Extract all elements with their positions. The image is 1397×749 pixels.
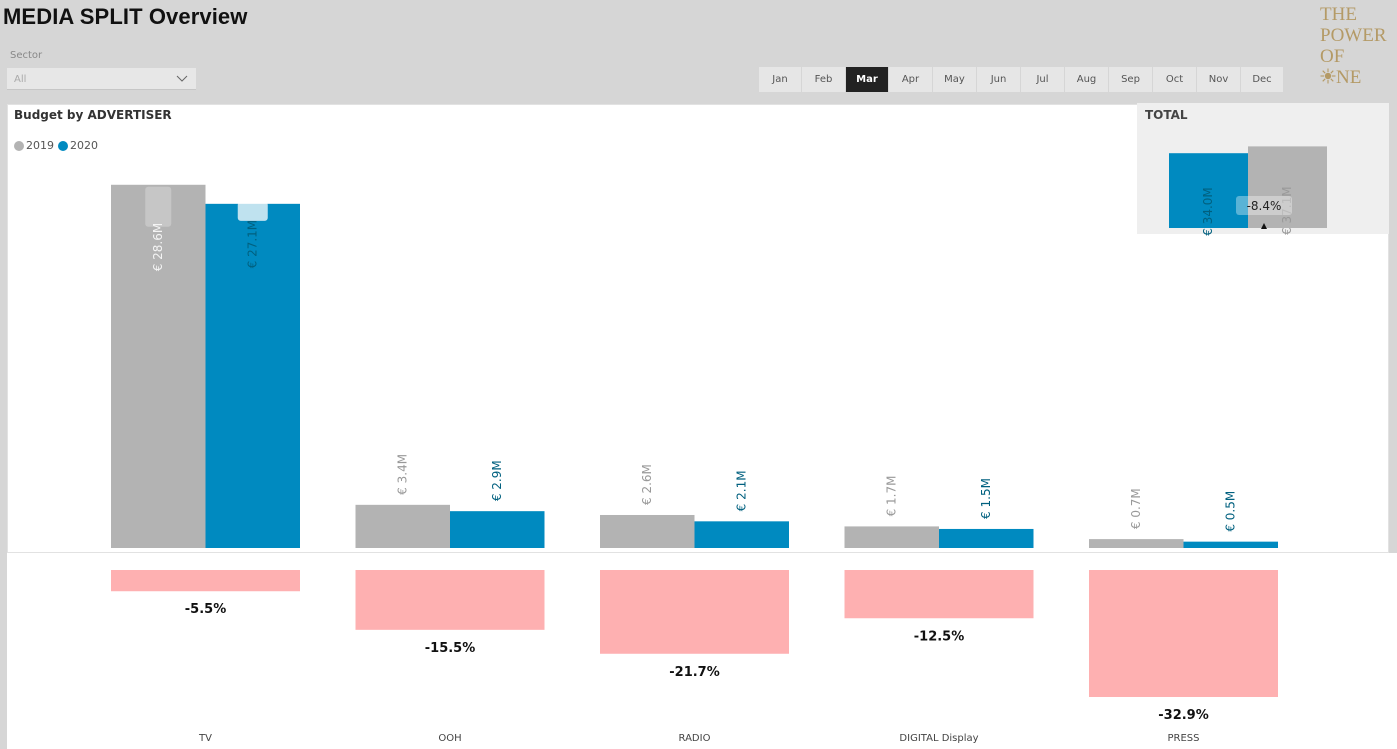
bar-2019-digital-display xyxy=(844,526,939,548)
total-label-2020: € 34.0M xyxy=(1201,187,1215,236)
data-label-2020-press: € 0.5M xyxy=(1223,491,1237,532)
legend-dot-2019 xyxy=(14,140,24,151)
data-label-2019-press: € 0.7M xyxy=(1129,488,1143,529)
month-button-may[interactable]: May xyxy=(933,67,976,92)
bar-2020-tv xyxy=(205,203,300,548)
data-label-2020-radio: € 2.1M xyxy=(734,470,748,511)
change-label-press: -32.9% xyxy=(1158,708,1209,723)
bar-2020-radio xyxy=(694,521,789,548)
arrow-up-icon xyxy=(1261,223,1267,229)
chart-legend: 2019 2020 xyxy=(14,139,102,152)
category-label-press: PRESS xyxy=(1168,733,1200,744)
change-bar-digital-display xyxy=(844,570,1034,619)
month-button-oct[interactable]: Oct xyxy=(1153,67,1196,92)
data-label-2019-radio: € 2.6M xyxy=(640,464,654,505)
legend-item-2020: 2020 xyxy=(58,139,98,152)
category-label-ooh: OOH xyxy=(438,733,461,744)
chart-title: Budget by ADVERTISER xyxy=(14,108,172,122)
bar-2020-press xyxy=(1183,541,1278,548)
data-label-2019-digital-display: € 1.7M xyxy=(884,476,898,517)
sector-dropdown[interactable]: All xyxy=(7,68,196,90)
total-label-2019: € 37.1M xyxy=(1280,186,1294,235)
total-bar-2020 xyxy=(1169,153,1248,228)
label-bg-2019-tv xyxy=(145,186,172,227)
data-label-2019-tv: € 28.6M xyxy=(151,223,165,272)
data-label-2020-ooh: € 2.9M xyxy=(490,460,504,501)
month-button-feb[interactable]: Feb xyxy=(802,67,845,92)
month-button-sep[interactable]: Sep xyxy=(1109,67,1152,92)
legend-item-2019: 2019 xyxy=(14,139,54,152)
total-title: TOTAL xyxy=(1145,108,1188,122)
total-change-label: -8.4% xyxy=(1247,199,1282,213)
change-label-tv: -5.5% xyxy=(185,602,226,617)
month-button-dec[interactable]: Dec xyxy=(1241,67,1283,92)
change-label-radio: -21.7% xyxy=(669,665,720,680)
month-button-mar[interactable]: Mar xyxy=(846,67,888,92)
total-bar-2019 xyxy=(1248,146,1327,228)
data-label-2020-tv: € 27.1M xyxy=(245,220,259,269)
bar-2019-tv xyxy=(111,184,206,548)
bar-2020-digital-display xyxy=(939,528,1034,548)
brand-logo: THE POWER OF NE xyxy=(1320,4,1387,88)
change-bar-tv xyxy=(111,570,300,592)
label-bg-2020-tv xyxy=(237,201,268,221)
month-button-jun[interactable]: Jun xyxy=(977,67,1020,92)
category-label-digital-display: DIGITAL Display xyxy=(899,733,978,744)
page-title: MEDIA SPLIT Overview xyxy=(3,4,248,29)
data-label-2019-ooh: € 3.4M xyxy=(395,454,409,495)
month-button-apr[interactable]: Apr xyxy=(889,67,932,92)
month-button-jul[interactable]: Jul xyxy=(1021,67,1064,92)
month-slicer: Jan Feb Mar Apr May Jun Jul Aug Sep Oct Nov Dec xyxy=(759,67,1283,92)
bar-2019-press xyxy=(1089,539,1184,548)
legend-dot-2020 xyxy=(58,140,68,151)
sector-selected-value: All xyxy=(14,74,27,85)
bar-2020-ooh xyxy=(450,511,545,548)
category-label-tv: TV xyxy=(198,733,212,744)
month-button-jan[interactable]: Jan xyxy=(759,67,801,92)
sunburst-icon xyxy=(1320,68,1336,84)
change-label-digital-display: -12.5% xyxy=(914,629,965,644)
bar-2019-ooh xyxy=(355,504,450,548)
change-label-ooh: -15.5% xyxy=(425,641,476,656)
sector-label: Sector xyxy=(10,50,43,61)
change-bar-radio xyxy=(600,570,789,654)
data-label-2020-digital-display: € 1.5M xyxy=(979,478,993,519)
chevron-down-icon xyxy=(176,75,188,82)
change-bar-press xyxy=(1089,570,1278,697)
month-button-nov[interactable]: Nov xyxy=(1197,67,1240,92)
bar-2019-radio xyxy=(600,514,695,548)
change-bar-ooh xyxy=(355,570,545,630)
total-change-bg xyxy=(1236,196,1292,215)
category-label-radio: RADIO xyxy=(679,733,711,744)
month-button-aug[interactable]: Aug xyxy=(1065,67,1108,92)
